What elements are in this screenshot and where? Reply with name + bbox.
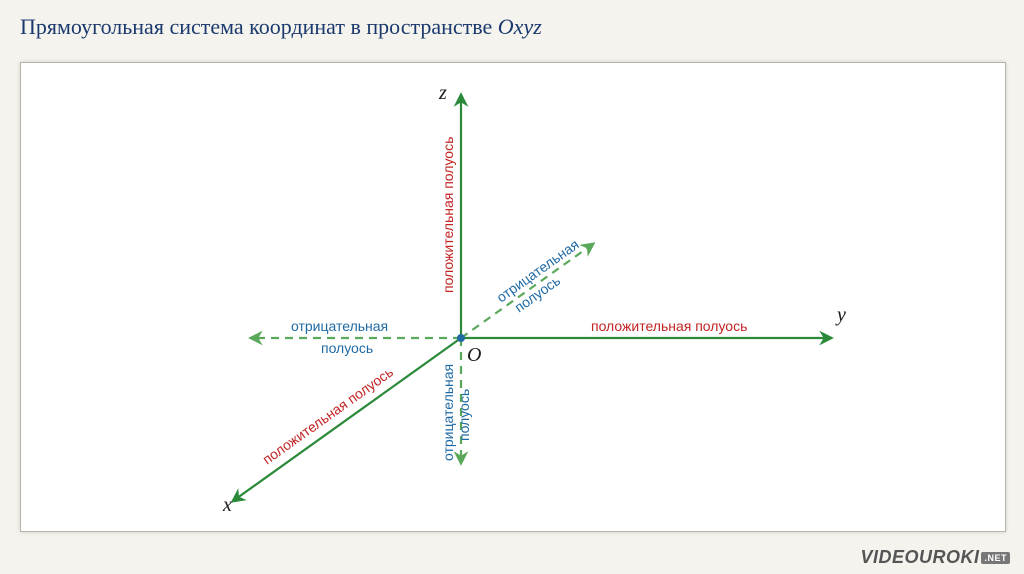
z-neg-semi-axis-label-1: отрицательная <box>440 364 456 461</box>
origin-dot <box>457 334 465 342</box>
title-text: Прямоугольная система координат в простр… <box>20 14 498 39</box>
watermark-suffix: .NET <box>981 552 1010 564</box>
y-pos-semi-axis-label: положительная полуось <box>591 318 747 334</box>
watermark-text: VIDEOUROKI <box>860 547 979 567</box>
y-neg-semi-axis-label-2: полуось <box>321 340 373 356</box>
x-axis-positive <box>233 338 461 501</box>
origin-label: O <box>467 344 481 366</box>
z-axis-label: z <box>438 82 447 104</box>
watermark: VIDEOUROKI.NET <box>860 547 1010 568</box>
title-system: Oxyz <box>498 14 542 39</box>
z-pos-semi-axis-label: положительная полуось <box>440 137 456 293</box>
page-title: Прямоугольная система координат в простр… <box>20 14 542 40</box>
y-axis-label: y <box>835 304 846 326</box>
x-axis-label: x <box>222 494 232 516</box>
coordinate-diagram: z y x O положительная полуось отрицатель… <box>21 63 1005 531</box>
diagram-frame: z y x O положительная полуось отрицатель… <box>20 62 1006 532</box>
x-pos-semi-axis-label: положительная полуось <box>259 364 396 468</box>
y-neg-semi-axis-label-1: отрицательная <box>291 318 388 334</box>
z-neg-semi-axis-label-2: полуось <box>456 389 472 441</box>
